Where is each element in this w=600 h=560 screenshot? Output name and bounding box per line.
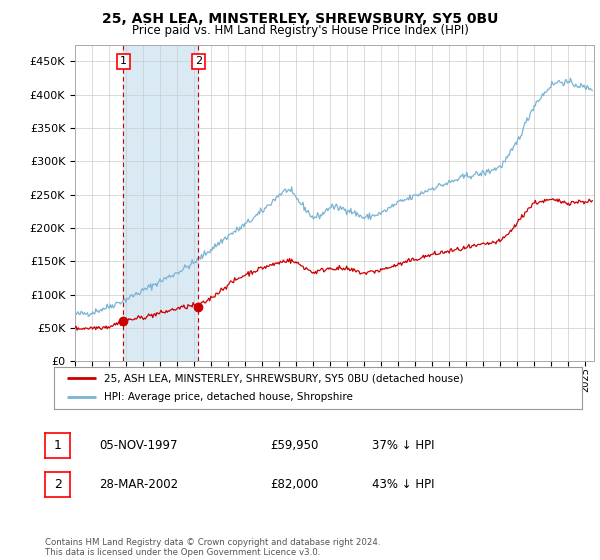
Text: £59,950: £59,950	[270, 438, 319, 452]
Text: Price paid vs. HM Land Registry's House Price Index (HPI): Price paid vs. HM Land Registry's House …	[131, 24, 469, 37]
Text: 2: 2	[194, 57, 202, 67]
Text: 25, ASH LEA, MINSTERLEY, SHREWSBURY, SY5 0BU (detached house): 25, ASH LEA, MINSTERLEY, SHREWSBURY, SY5…	[104, 373, 464, 383]
Text: 37% ↓ HPI: 37% ↓ HPI	[372, 438, 434, 452]
Text: 43% ↓ HPI: 43% ↓ HPI	[372, 478, 434, 491]
Text: Contains HM Land Registry data © Crown copyright and database right 2024.
This d: Contains HM Land Registry data © Crown c…	[45, 538, 380, 557]
Text: 1: 1	[53, 438, 62, 452]
Text: £82,000: £82,000	[270, 478, 318, 491]
Text: 2: 2	[53, 478, 62, 491]
Bar	[124, 45, 198, 361]
Text: 1: 1	[120, 57, 127, 67]
Text: HPI: Average price, detached house, Shropshire: HPI: Average price, detached house, Shro…	[104, 393, 353, 403]
Text: 28-MAR-2002: 28-MAR-2002	[99, 478, 178, 491]
Text: 05-NOV-1997: 05-NOV-1997	[99, 438, 178, 452]
Text: 25, ASH LEA, MINSTERLEY, SHREWSBURY, SY5 0BU: 25, ASH LEA, MINSTERLEY, SHREWSBURY, SY5…	[102, 12, 498, 26]
